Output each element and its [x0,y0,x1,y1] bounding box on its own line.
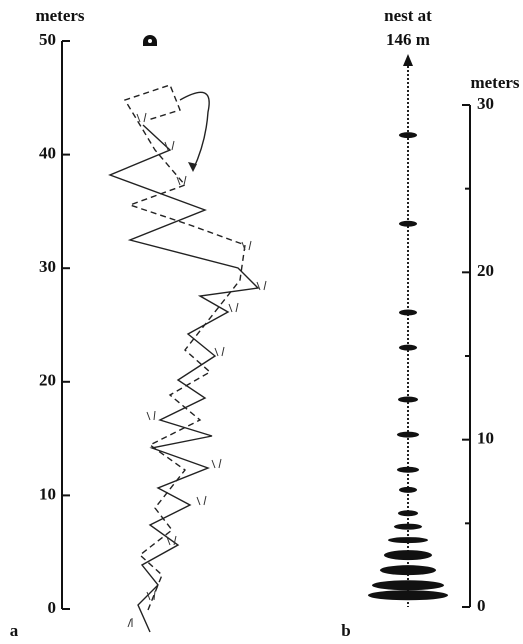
panel-label-a: a [10,621,19,640]
title-b-2: 146 m [386,30,430,49]
visit-blob [388,537,428,543]
grass-tufts [128,113,266,627]
axis-label-a: meters [35,6,84,25]
visit-blob [368,590,448,600]
visit-blob [372,580,444,590]
tick-label-a: 50 [39,30,56,49]
curved-arrow [180,92,209,170]
visit-blob [399,309,417,315]
panel-label-b: b [341,621,350,640]
visit-blob [399,132,417,138]
visit-blob [399,345,417,351]
tick-label-a: 20 [39,371,56,390]
tick-label-b: 0 [477,596,486,615]
visit-blob [397,432,419,438]
tick-label-a: 10 [39,484,56,503]
tick-label-b: 30 [477,94,494,113]
walk-path-dashed [125,85,245,610]
tick-label-a: 0 [48,598,57,617]
nest-icon-hole [148,39,152,43]
tick-label-b: 20 [477,261,494,280]
visit-blob [394,524,422,530]
title-b-1: nest at [384,6,432,25]
visit-blob [380,565,436,575]
visit-blob [397,467,419,473]
visit-blob [384,550,432,560]
visit-blob [399,487,417,493]
visit-blob [399,221,417,227]
visit-blob [398,510,418,516]
tick-label-a: 30 [39,257,56,276]
axis-label-b: meters [470,73,519,92]
nest-arrow [403,54,413,66]
tick-label-a: 40 [39,144,56,163]
visit-blob [398,397,418,403]
figure: meters a nest at 146 m meters b 0 10 20 30 4… [0,0,523,644]
walk-path [110,125,258,632]
tick-label-b: 10 [477,429,494,448]
